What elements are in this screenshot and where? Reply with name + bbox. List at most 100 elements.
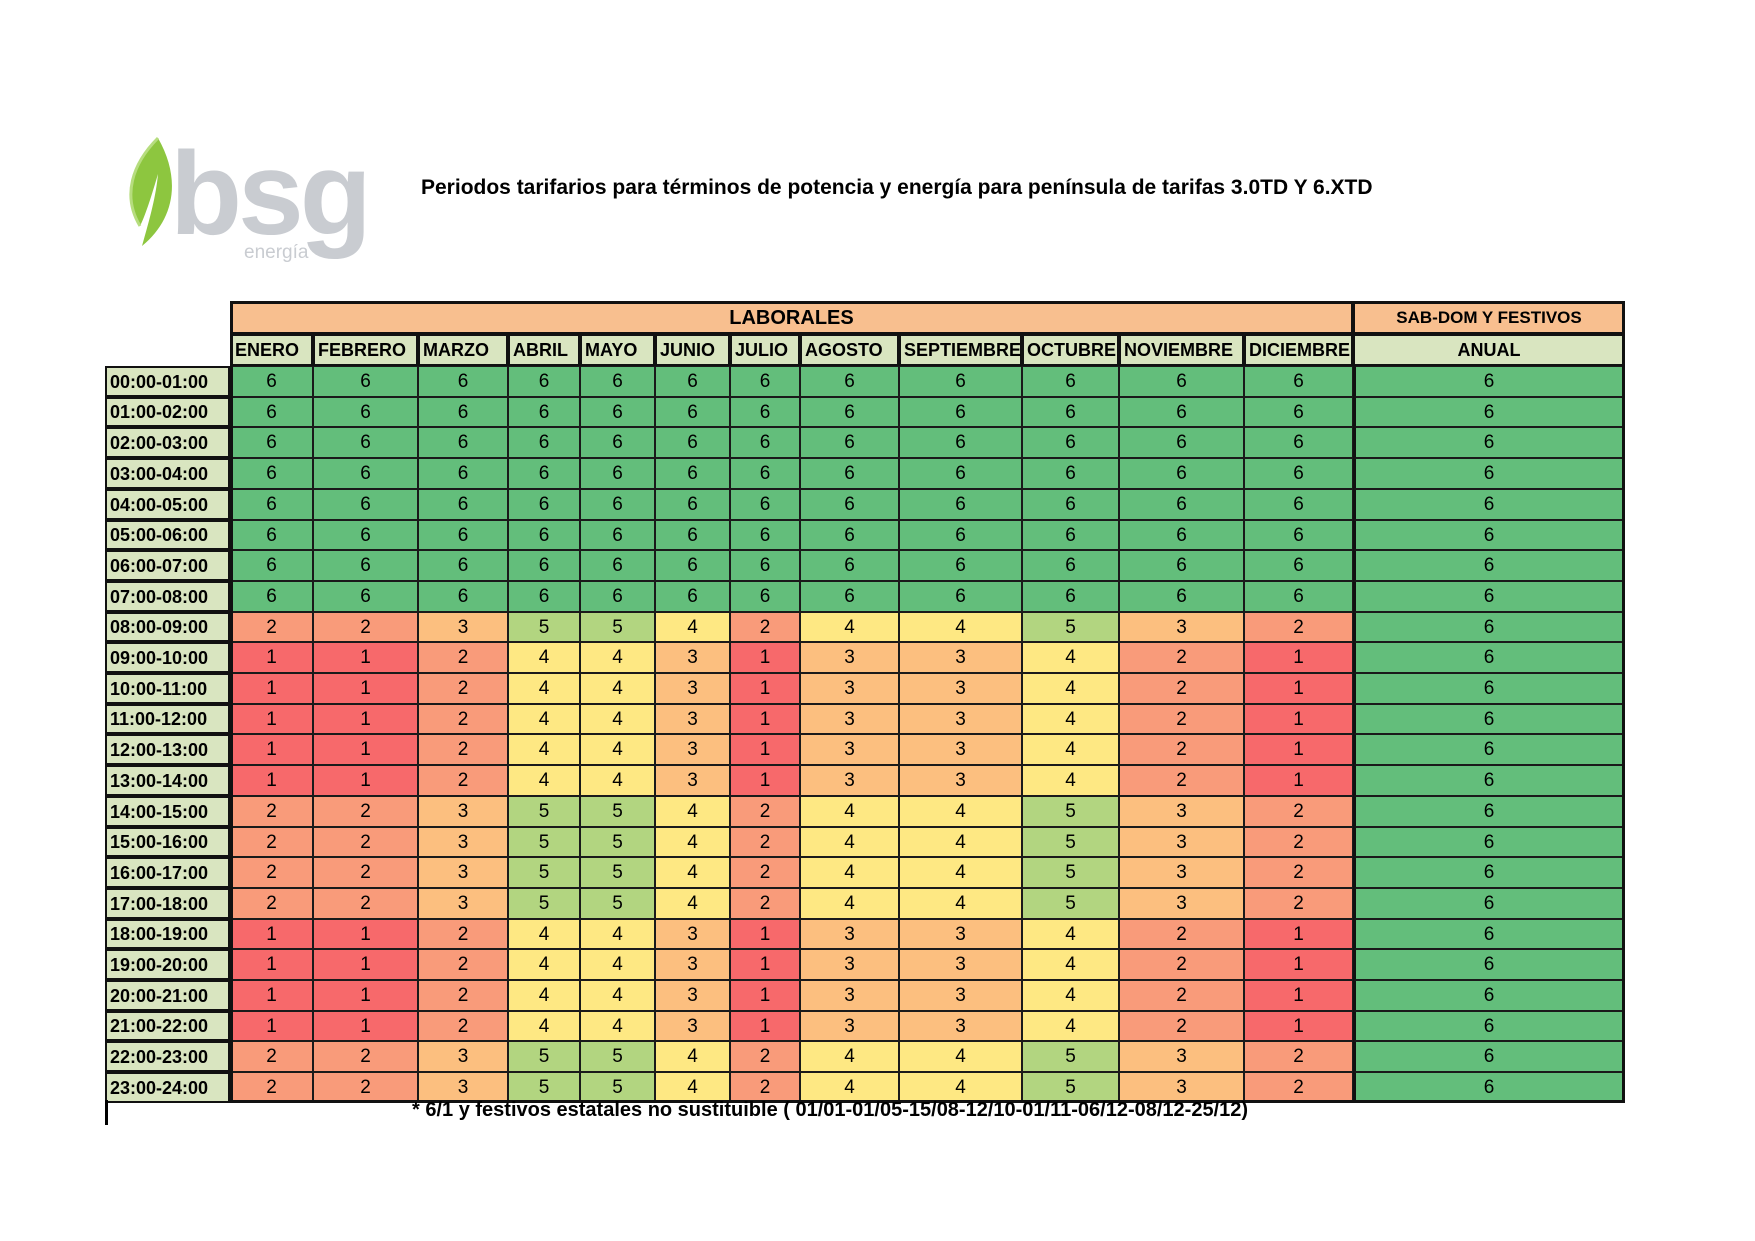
period-cell: 1 [230, 765, 313, 796]
period-cell: 4 [800, 827, 899, 857]
period-cell: 6 [655, 366, 730, 397]
period-cell: 6 [655, 427, 730, 458]
period-cell: 1 [313, 642, 418, 673]
period-cell: 6 [1022, 397, 1119, 427]
period-cell: 1 [1244, 1011, 1353, 1041]
period-cell: 6 [580, 489, 655, 520]
period-cell: 6 [655, 520, 730, 550]
period-cell: 1 [730, 919, 800, 949]
period-cell: 5 [508, 1072, 580, 1103]
period-cell: 5 [580, 888, 655, 919]
period-cell: 2 [313, 827, 418, 857]
period-cell: 4 [580, 673, 655, 704]
period-cell: 5 [1022, 857, 1119, 888]
period-cell: 3 [655, 734, 730, 765]
period-cell: 4 [580, 1011, 655, 1041]
period-cell: 6 [899, 489, 1022, 520]
period-cell: 6 [899, 458, 1022, 489]
period-cell: 6 [508, 581, 580, 612]
period-cell: 6 [1244, 550, 1353, 581]
period-cell: 1 [230, 704, 313, 734]
period-cell: 1 [1244, 734, 1353, 765]
period-cell: 6 [230, 520, 313, 550]
period-cell: 6 [418, 427, 508, 458]
period-cell: 2 [1119, 919, 1244, 949]
period-cell: 3 [418, 1041, 508, 1072]
period-cell: 6 [508, 489, 580, 520]
period-cell: 3 [655, 919, 730, 949]
period-cell: 3 [899, 1011, 1022, 1041]
period-cell: 6 [1119, 550, 1244, 581]
period-cell: 5 [508, 612, 580, 642]
period-cell: 4 [1022, 765, 1119, 796]
anual-cell: 6 [1353, 827, 1625, 857]
period-cell: 6 [655, 397, 730, 427]
period-cell: 3 [899, 673, 1022, 704]
period-cell: 2 [730, 612, 800, 642]
period-cell: 2 [1244, 857, 1353, 888]
hour-label: 05:00-06:00 [105, 520, 230, 550]
period-cell: 4 [655, 1041, 730, 1072]
period-cell: 6 [1119, 581, 1244, 612]
period-cell: 2 [1244, 796, 1353, 827]
anual-cell: 6 [1353, 397, 1625, 427]
period-cell: 3 [418, 612, 508, 642]
period-cell: 6 [1244, 427, 1353, 458]
anual-cell: 6 [1353, 765, 1625, 796]
period-cell: 2 [313, 1072, 418, 1103]
period-cell: 6 [418, 366, 508, 397]
period-cell: 6 [1244, 397, 1353, 427]
period-cell: 4 [899, 888, 1022, 919]
period-cell: 4 [508, 765, 580, 796]
period-cell: 5 [1022, 888, 1119, 919]
period-cell: 3 [1119, 857, 1244, 888]
period-cell: 6 [230, 489, 313, 520]
period-cell: 3 [655, 980, 730, 1011]
period-cell: 1 [313, 980, 418, 1011]
period-cell: 5 [580, 612, 655, 642]
period-cell: 4 [508, 919, 580, 949]
period-cell: 6 [1119, 366, 1244, 397]
period-cell: 3 [418, 888, 508, 919]
period-cell: 2 [313, 612, 418, 642]
period-cell: 2 [313, 888, 418, 919]
period-cell: 2 [418, 919, 508, 949]
period-cell: 6 [508, 550, 580, 581]
period-cell: 1 [1244, 642, 1353, 673]
period-cell: 2 [230, 1072, 313, 1103]
period-cell: 2 [730, 1072, 800, 1103]
period-cell: 6 [313, 397, 418, 427]
period-cell: 2 [418, 980, 508, 1011]
period-cell: 6 [580, 581, 655, 612]
period-cell: 1 [313, 734, 418, 765]
period-cell: 6 [418, 489, 508, 520]
anual-cell: 6 [1353, 1011, 1625, 1041]
period-cell: 6 [1022, 520, 1119, 550]
period-cell: 6 [730, 520, 800, 550]
period-cell: 4 [655, 857, 730, 888]
period-cell: 3 [800, 765, 899, 796]
period-cell: 3 [655, 1011, 730, 1041]
period-cell: 6 [418, 520, 508, 550]
anual-cell: 6 [1353, 980, 1625, 1011]
hour-label: 18:00-19:00 [105, 919, 230, 949]
period-cell: 4 [800, 612, 899, 642]
period-cell: 6 [1022, 489, 1119, 520]
period-cell: 3 [899, 949, 1022, 980]
period-cell: 3 [800, 1011, 899, 1041]
period-cell: 1 [313, 765, 418, 796]
period-cell: 6 [730, 581, 800, 612]
period-cell: 3 [899, 642, 1022, 673]
period-cell: 6 [1244, 458, 1353, 489]
hour-label: 00:00-01:00 [105, 366, 230, 397]
period-cell: 2 [730, 888, 800, 919]
period-cell: 6 [230, 458, 313, 489]
period-cell: 1 [1244, 949, 1353, 980]
hour-label: 23:00-24:00 [105, 1072, 230, 1103]
period-cell: 4 [1022, 980, 1119, 1011]
period-cell: 6 [655, 458, 730, 489]
period-cell: 6 [580, 458, 655, 489]
hour-label: 09:00-10:00 [105, 642, 230, 673]
period-cell: 5 [508, 857, 580, 888]
period-cell: 4 [580, 919, 655, 949]
